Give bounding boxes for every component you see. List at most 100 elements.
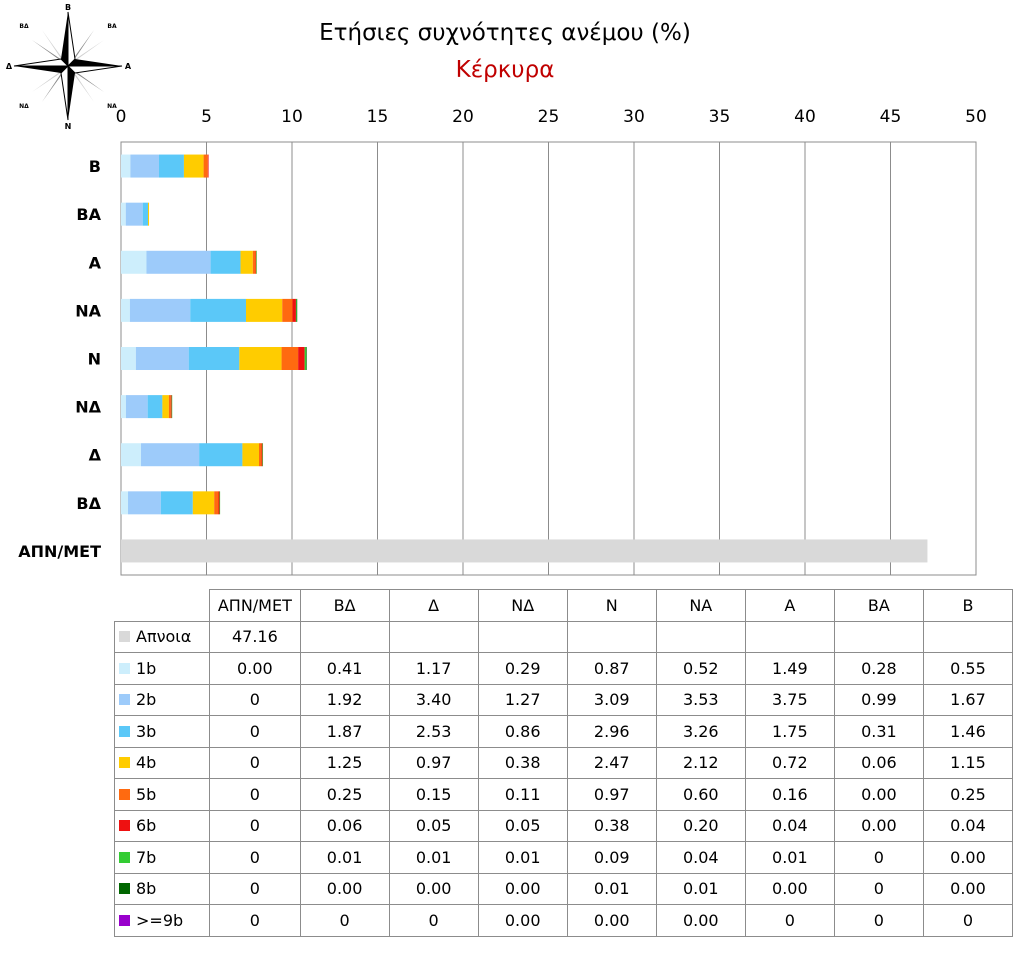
compass-label-ne: ΒΑ	[107, 23, 117, 30]
x-tick-label: 20	[452, 107, 474, 127]
table-column-header: ΒΑ	[833, 589, 924, 622]
bar-segment	[183, 154, 204, 178]
legend-entry: 8b	[113, 872, 211, 905]
table-column-header: Ν	[566, 589, 657, 622]
legend-label: 5b	[136, 784, 157, 804]
table-cell: 0.01	[299, 841, 390, 874]
legend-swatch	[119, 851, 130, 863]
bar-segment	[199, 443, 243, 467]
table-cell: 0	[209, 809, 301, 842]
legend-swatch	[119, 914, 130, 926]
table-cell: 0.05	[388, 809, 479, 842]
table-cell: 3.40	[388, 683, 479, 716]
table-cell: 3.53	[655, 683, 746, 716]
table-cell: 0	[209, 746, 301, 779]
table-row: >=9b 0 0 0 0.00 0.00 0.00 0 0 0	[113, 904, 1013, 937]
legend-swatch	[119, 725, 130, 737]
bar-segment	[125, 202, 143, 226]
table-cell: 0.20	[655, 809, 746, 842]
table-cell: 1.75	[744, 715, 835, 748]
table-cell: 0	[209, 872, 301, 905]
bar-segment	[158, 154, 184, 178]
table-cell: 2.12	[655, 746, 746, 779]
table-header-row: ΑΠΝ/ΜΕΤ ΒΔ Δ ΝΔ Ν ΝΑ Α ΒΑ Β	[114, 589, 1013, 622]
bar-segment	[295, 298, 297, 322]
table-column-header: Δ	[388, 589, 479, 622]
compass-label-s: Ν	[65, 122, 72, 130]
table-cell: 0.06	[299, 809, 390, 842]
table-cell: 0	[209, 683, 301, 716]
table-cell: 0.87	[566, 652, 657, 685]
table-cell: 0.28	[833, 652, 924, 685]
bar-segment	[188, 347, 240, 370]
legend-swatch	[119, 788, 130, 800]
bar-segment	[160, 491, 193, 515]
table-cell: 0	[209, 841, 301, 874]
table-cell: 0.01	[566, 872, 657, 905]
table-cell: 0.97	[388, 746, 479, 779]
table-cell: 0.99	[833, 683, 924, 716]
bar-segment	[261, 443, 263, 467]
table-cell: 3.09	[566, 683, 657, 716]
table-cell: 47.16	[209, 620, 301, 653]
legend-label: Απνοια	[136, 627, 192, 647]
bar-segment	[306, 347, 307, 370]
table-cell: 0	[209, 904, 301, 937]
bar-segment	[148, 202, 150, 226]
bar-segment	[281, 347, 299, 370]
table-cell: 0.31	[833, 715, 924, 748]
legend-entry: 5b	[113, 778, 211, 811]
legend-swatch	[119, 662, 130, 674]
wind-rose-icon: Β ΒΑ Α ΝΑ Ν ΝΔ Δ ΒΔ	[6, 3, 132, 130]
bar-segment	[162, 395, 169, 419]
bar-segment	[129, 298, 191, 322]
table-cell: 1.25	[299, 746, 390, 779]
table-cell: 0	[833, 841, 924, 874]
bar-segment	[171, 395, 173, 419]
table-cell: 1.67	[922, 683, 1013, 716]
bar-segment	[130, 154, 159, 178]
table-cell: 1.49	[744, 652, 835, 685]
table-cell: 3.75	[744, 683, 835, 716]
legend-label: 3b	[136, 721, 157, 741]
legend-label: 8b	[136, 879, 157, 899]
compass-label-sw: ΝΔ	[19, 103, 29, 110]
table-cell: 0.00	[833, 809, 924, 842]
table-cell: 1.87	[299, 715, 390, 748]
bar-segment	[121, 250, 147, 274]
chart-title: Ετήσιες συχνότητες ανέμου (%)	[319, 20, 691, 46]
x-tick-label: 25	[538, 107, 560, 127]
table-row: 7b 0 0.01 0.01 0.01 0.09 0.04 0.01 0 0.00	[113, 841, 1013, 874]
table-column-header: ΒΔ	[299, 589, 390, 622]
table-cell: 0.11	[477, 778, 568, 811]
table-row: 6b 0 0.06 0.05 0.05 0.38 0.20 0.04 0.00 0.04	[113, 809, 1013, 842]
legend-swatch	[119, 820, 130, 832]
table-cell: 0.55	[922, 652, 1013, 685]
legend-entry: 3b	[113, 715, 211, 748]
bar-segment	[146, 250, 211, 274]
table-row: 5b 0 0.25 0.15 0.11 0.97 0.60 0.16 0.00 0.25	[113, 778, 1013, 811]
table-cell: 0.25	[922, 778, 1013, 811]
bar-segment	[255, 250, 257, 274]
chart-subtitle: Κέρκυρα	[455, 57, 555, 83]
table-cell: 0.00	[209, 652, 301, 685]
bar-segment	[256, 250, 257, 274]
bar-segment	[252, 250, 256, 274]
legend-label: 7b	[136, 847, 157, 867]
table-cell: 1.17	[388, 652, 479, 685]
table-cell	[388, 620, 479, 653]
compass-cardinal-points	[13, 11, 123, 121]
table-cell: 0.00	[388, 872, 479, 905]
legend-entry: >=9b	[113, 904, 211, 937]
bar-segment	[142, 202, 149, 226]
compass-label-se: ΝΑ	[107, 103, 117, 110]
bar-segment	[242, 443, 259, 467]
table-cell	[477, 620, 568, 653]
bar-segment	[141, 443, 200, 467]
table-cell: 0.00	[833, 778, 924, 811]
table-cell: 0.00	[655, 904, 746, 937]
table-cell: 1.15	[922, 746, 1013, 779]
x-tick-label: 35	[709, 107, 731, 127]
y-category-label: Ν	[88, 350, 101, 369]
bar-segment	[262, 443, 264, 467]
